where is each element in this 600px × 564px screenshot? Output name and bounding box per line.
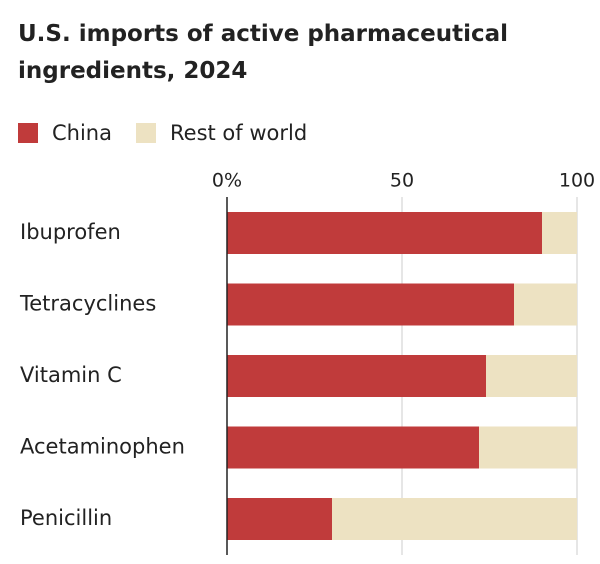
y-tick-label: Ibuprofen	[20, 220, 121, 244]
y-tick-label: Tetracyclines	[19, 292, 156, 316]
bar-segment	[227, 426, 479, 469]
legend-swatch	[18, 123, 38, 143]
bar-segment	[227, 355, 486, 397]
x-tick-label: 0%	[212, 170, 242, 192]
bar-segment	[514, 283, 577, 326]
bar-segment	[332, 498, 577, 540]
bar-segment	[486, 355, 577, 397]
x-tick-label: 100	[559, 170, 595, 192]
x-tick-label: 50	[390, 170, 414, 192]
bar-segment	[542, 212, 577, 254]
bar-segment	[227, 498, 332, 540]
bar-segment	[479, 426, 577, 469]
bar-segment	[227, 212, 542, 254]
legend-swatch	[136, 123, 156, 143]
y-tick-label: Penicillin	[20, 506, 112, 530]
legend-label: China	[52, 121, 112, 145]
y-tick-label: Acetaminophen	[20, 435, 185, 459]
y-tick-label: Vitamin C	[20, 363, 122, 387]
legend-label: Rest of world	[170, 121, 307, 145]
chart-title: U.S. imports of active pharmaceutical ing…	[18, 21, 508, 84]
bar-segment	[227, 283, 514, 326]
